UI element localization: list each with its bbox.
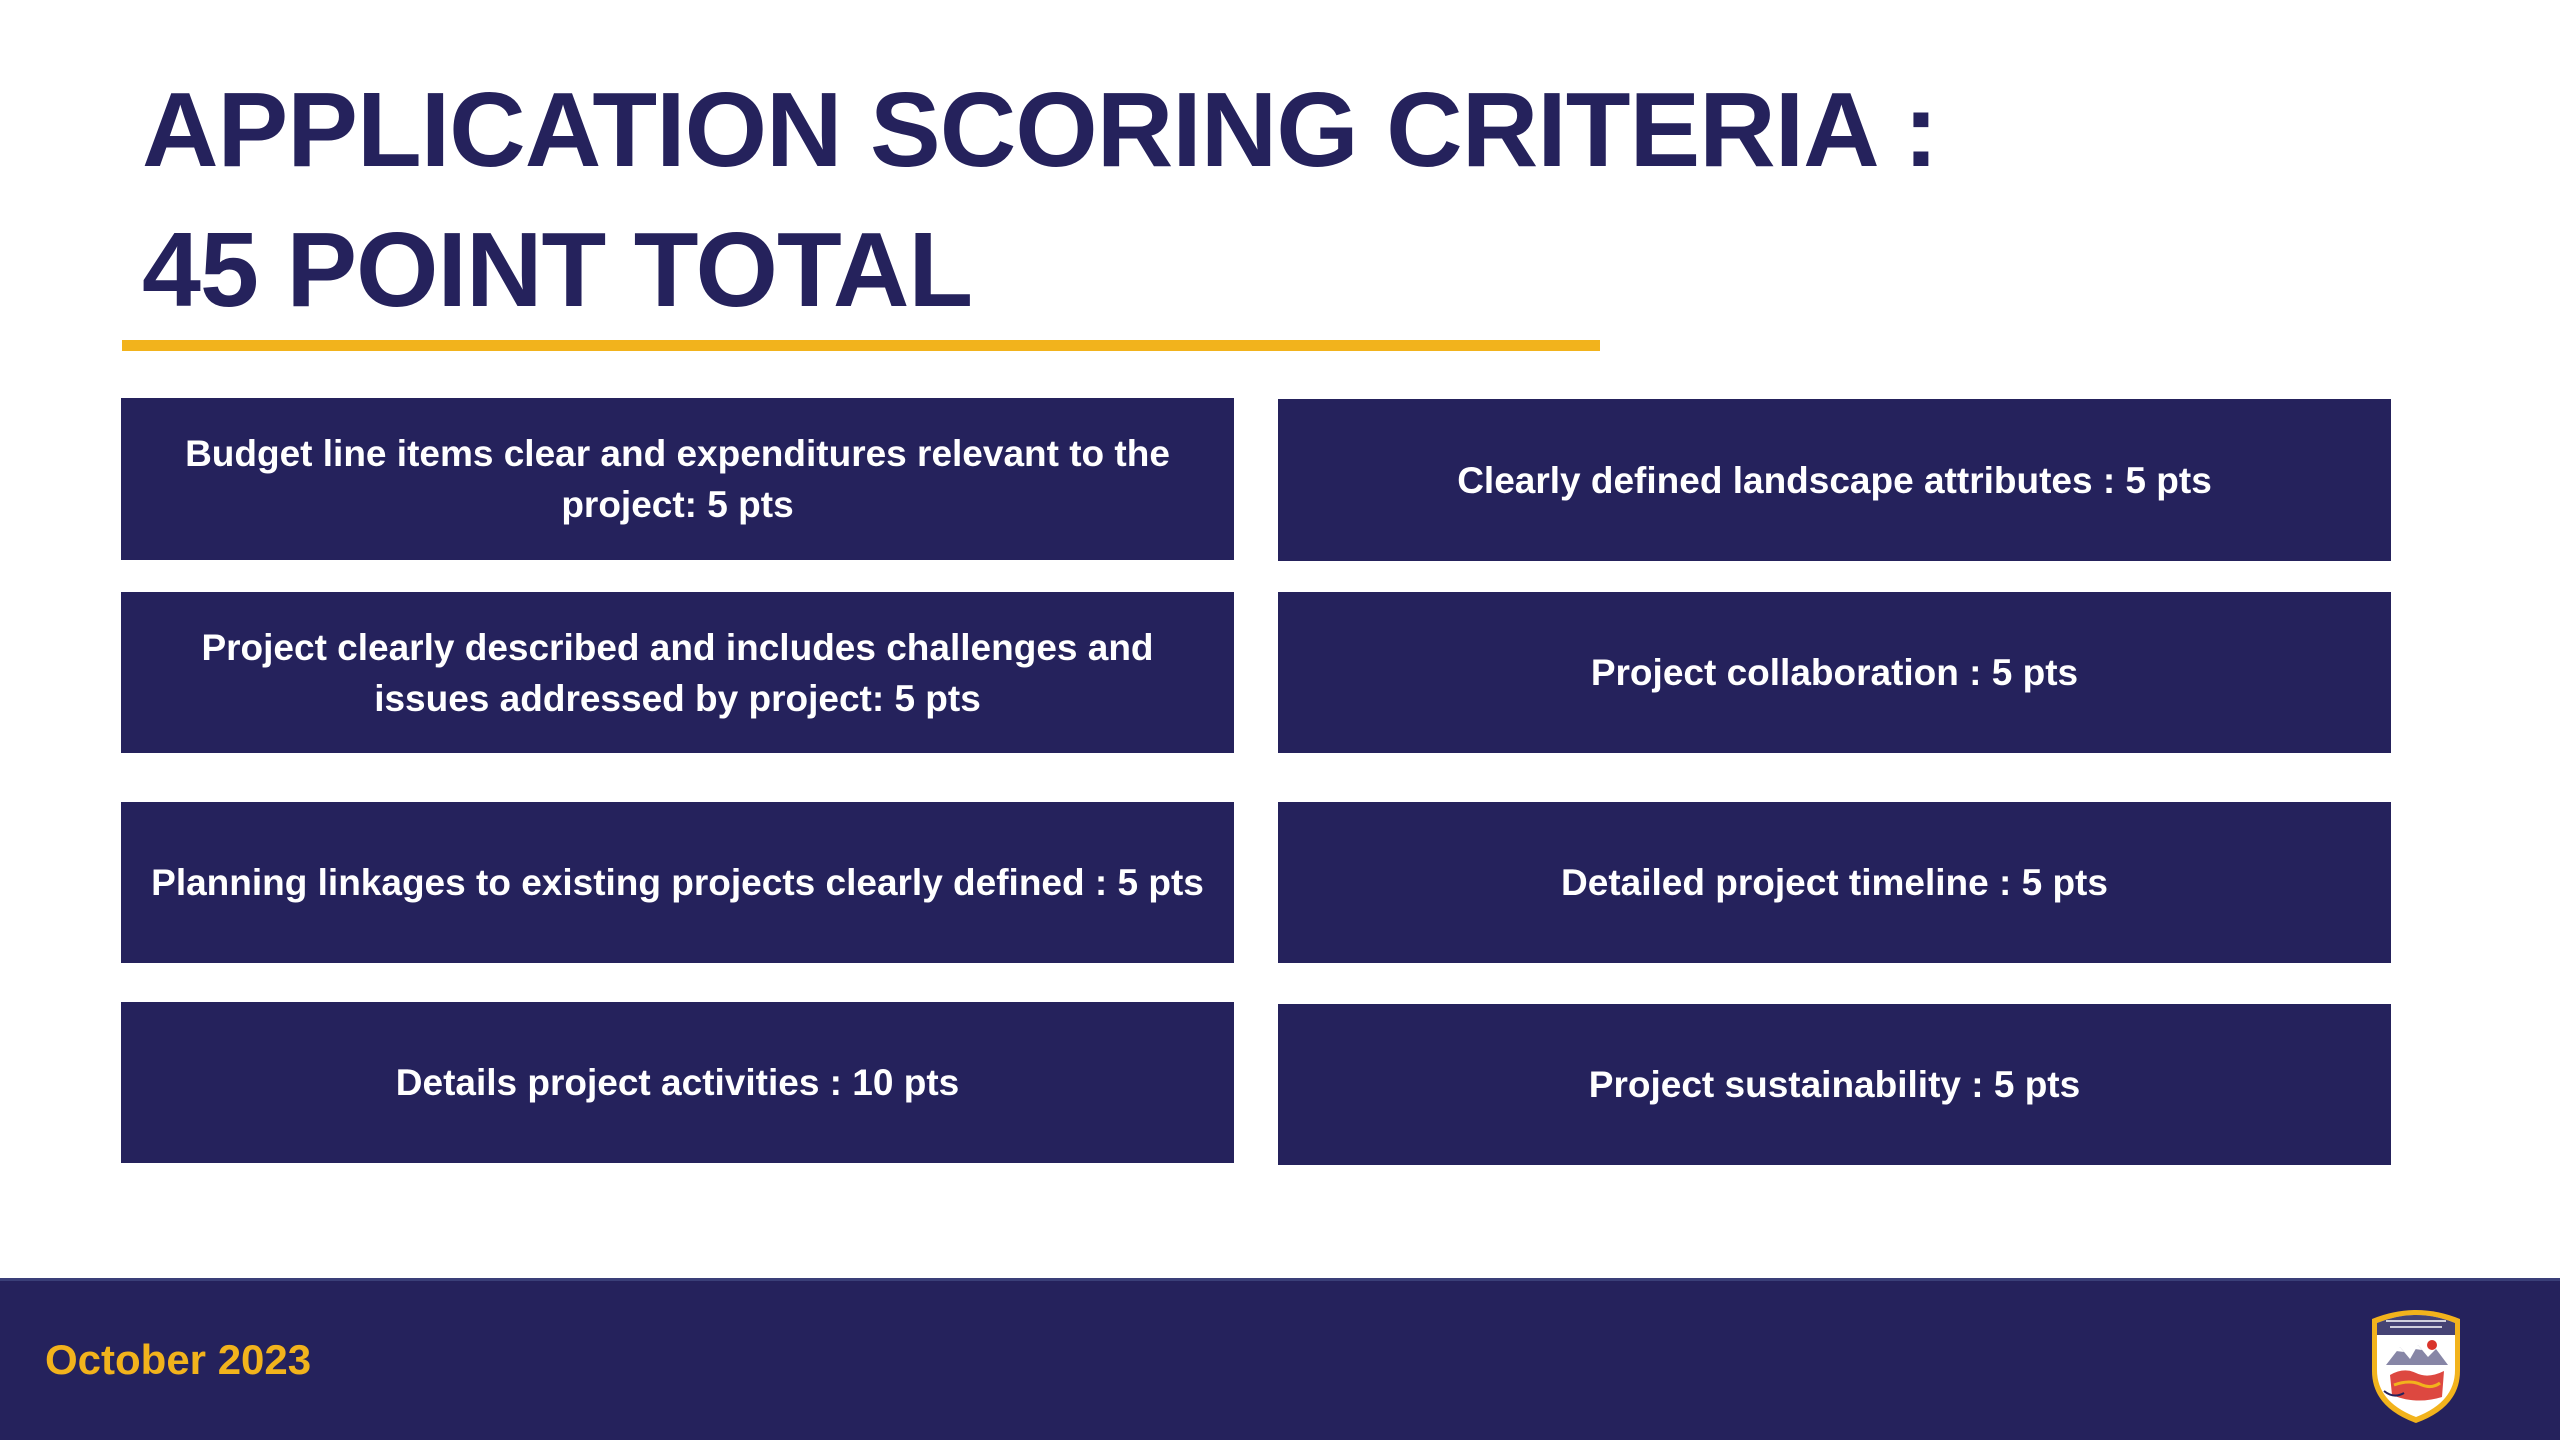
criterion-collaboration: Project collaboration : 5 pts: [1278, 592, 2391, 753]
criterion-activities: Details project activities : 10 pts: [121, 1002, 1234, 1163]
footer-bar: October 2023: [0, 1278, 2560, 1440]
title-line-1: APPLICATION SCORING CRITERIA :: [142, 71, 1939, 189]
criterion-project-description: Project clearly described and includes c…: [121, 592, 1234, 753]
alaska-division-seal-icon: [2372, 1310, 2460, 1423]
criterion-planning-linkages: Planning linkages to existing projects c…: [121, 802, 1234, 963]
criterion-budget: Budget line items clear and expenditures…: [121, 398, 1234, 560]
title-underline: [122, 340, 1600, 351]
title-line-2: 45 POINT TOTAL: [142, 211, 973, 329]
criterion-sustainability: Project sustainability : 5 pts: [1278, 1004, 2391, 1165]
page-title: APPLICATION SCORING CRITERIA : 45 POINT …: [142, 60, 1939, 340]
footer-date: October 2023: [45, 1336, 312, 1383]
criterion-landscape-attributes: Clearly defined landscape attributes : 5…: [1278, 399, 2391, 561]
criterion-timeline: Detailed project timeline : 5 pts: [1278, 802, 2391, 963]
